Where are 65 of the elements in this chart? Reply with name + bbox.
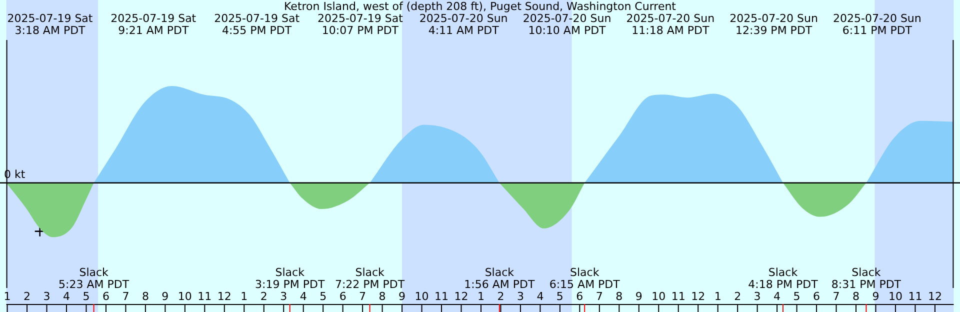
x-tick-label: 10 [888, 290, 902, 303]
x-tick-label: 10 [414, 290, 429, 303]
x-tick-label: 6 [102, 290, 110, 303]
x-tick-label: 2 [24, 290, 31, 303]
text: 2025-07-20 Sun 11:18 AM PDT [626, 12, 715, 37]
x-tick-label: 5 [320, 290, 327, 303]
annotation: Slack 1:56 AM PDT [464, 266, 535, 291]
text: 2025-07-19 Sat 3:18 AM PDT [7, 12, 94, 37]
text: 2025-07-19 Sat 4:55 PM PDT [214, 12, 300, 37]
x-tick-label: 1 [4, 290, 11, 303]
text: 2025-07-20 Sun 4:11 AM PDT [419, 12, 508, 37]
x-tick-label: 2 [260, 290, 268, 303]
text: 2025-07-19 Sat 10:07 PM PDT [317, 12, 404, 37]
x-tick-label: 11 [908, 290, 922, 303]
x-tick-label: 8 [616, 290, 623, 303]
x-tick-label: 5 [793, 290, 800, 303]
x-tick-label: 10 [178, 290, 192, 303]
x-tick-label: 3 [754, 290, 761, 303]
annotation: Slack 3:19 PM PDT [255, 266, 325, 291]
x-tick-label: 6 [339, 290, 346, 303]
text: 2025-07-19 Sat 9:21 AM PDT [110, 12, 197, 37]
x-tick-label: 8 [142, 290, 149, 303]
x-tick-label: 5 [82, 290, 90, 303]
text: 2025-07-20 Sun 10:10 AM PDT [522, 12, 612, 37]
x-tick-label: 12 [691, 290, 706, 303]
x-tick-label: 2 [497, 290, 504, 303]
annotation: Slack 7:22 PM PDT [334, 266, 405, 291]
x-tick-label: 7 [832, 290, 840, 303]
annotation: Slack 4:18 PM PDT [748, 266, 818, 291]
x-tick-label: 11 [434, 290, 449, 303]
x-tick-label: 11 [198, 290, 212, 303]
x-tick-label: 9 [162, 290, 169, 303]
x-tick-label: 3 [516, 290, 524, 303]
x-tick-label: 9 [872, 290, 880, 303]
x-tick-label: 7 [122, 290, 130, 303]
x-tick-label: 1 [240, 290, 248, 303]
annotation: Slack 6:15 AM PDT [549, 266, 620, 291]
x-tick-label: 6 [576, 290, 584, 303]
x-tick-label: 12 [928, 290, 942, 303]
chart-title: Ketron Island, west of (depth 208 ft), Puget Sound, Washington Current [284, 0, 677, 13]
x-tick-label: 8 [378, 290, 386, 303]
x-tick-label: 1 [714, 290, 722, 303]
x-tick-label: 7 [359, 290, 366, 303]
x-tick-label: 7 [596, 290, 603, 303]
x-tick-label: 3 [280, 290, 288, 303]
x-tick-label: 4 [300, 290, 307, 303]
text: 2025-07-20 Sun 12:39 PM PDT [730, 12, 818, 37]
x-tick-label: 8 [852, 290, 860, 303]
x-tick-label: 9 [635, 290, 642, 303]
x-tick-label: 4 [774, 290, 781, 303]
x-tick-label: 3 [43, 290, 50, 303]
x-tick-label: 2 [734, 290, 742, 303]
x-tick-label: 6 [813, 290, 820, 303]
x-tick-label: 11 [671, 290, 686, 303]
x-tick-label: 4 [63, 290, 70, 303]
x-tick-label: 1 [477, 290, 484, 303]
text: 2025-07-20 Sun 6:11 PM PDT [833, 12, 922, 37]
x-tick-label: 10 [652, 290, 666, 303]
annotation: Slack 8:31 PM PDT [831, 266, 902, 291]
x-tick-label: 9 [398, 290, 406, 303]
x-tick-label: 12 [217, 290, 232, 303]
annotation: Slack 5:23 AM PDT [58, 266, 130, 291]
x-tick-label: 12 [454, 290, 468, 303]
x-tick-label: 5 [556, 290, 564, 303]
x-tick-label: 4 [536, 290, 544, 303]
